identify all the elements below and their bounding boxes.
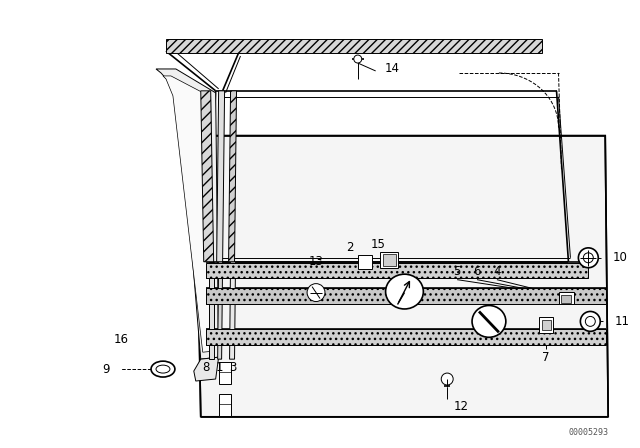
Polygon shape — [194, 357, 219, 381]
Ellipse shape — [156, 365, 170, 373]
Bar — [219, 394, 230, 416]
Text: 9: 9 — [102, 362, 109, 375]
Polygon shape — [217, 91, 225, 262]
Polygon shape — [228, 91, 237, 262]
Bar — [541, 320, 550, 330]
Circle shape — [580, 311, 600, 332]
Polygon shape — [218, 262, 223, 359]
Text: 7: 7 — [542, 351, 549, 364]
Text: 14: 14 — [385, 62, 399, 75]
Bar — [380, 252, 397, 268]
Circle shape — [586, 316, 595, 326]
Polygon shape — [205, 263, 588, 278]
Text: 10: 10 — [613, 251, 628, 264]
Text: 3: 3 — [229, 361, 236, 374]
Text: 12: 12 — [454, 401, 469, 414]
Text: 13: 13 — [308, 255, 323, 268]
Circle shape — [441, 373, 453, 385]
Bar — [539, 318, 552, 333]
Polygon shape — [230, 262, 236, 359]
Circle shape — [579, 248, 598, 268]
Ellipse shape — [472, 306, 506, 337]
Polygon shape — [209, 262, 214, 359]
Polygon shape — [156, 69, 219, 359]
Circle shape — [583, 253, 593, 263]
Circle shape — [354, 55, 362, 63]
Bar — [358, 255, 372, 269]
Polygon shape — [205, 288, 606, 305]
Text: 16: 16 — [114, 333, 129, 346]
Ellipse shape — [385, 274, 423, 309]
Text: 00005293: 00005293 — [568, 428, 608, 437]
Text: 1: 1 — [216, 361, 223, 374]
Text: 15: 15 — [370, 238, 385, 251]
Bar — [559, 292, 575, 303]
Polygon shape — [163, 76, 212, 352]
Ellipse shape — [151, 361, 175, 377]
Bar — [219, 362, 230, 384]
Text: 2: 2 — [346, 241, 353, 254]
Text: 6: 6 — [473, 265, 481, 278]
Polygon shape — [205, 329, 606, 345]
Text: 8: 8 — [202, 361, 209, 374]
Polygon shape — [201, 91, 214, 262]
Bar — [561, 294, 572, 302]
Polygon shape — [196, 136, 608, 417]
Text: 11: 11 — [615, 315, 630, 328]
Bar — [383, 254, 396, 266]
Polygon shape — [166, 39, 541, 53]
Circle shape — [307, 284, 325, 302]
Text: 5: 5 — [454, 265, 461, 278]
Text: 4: 4 — [493, 265, 500, 278]
